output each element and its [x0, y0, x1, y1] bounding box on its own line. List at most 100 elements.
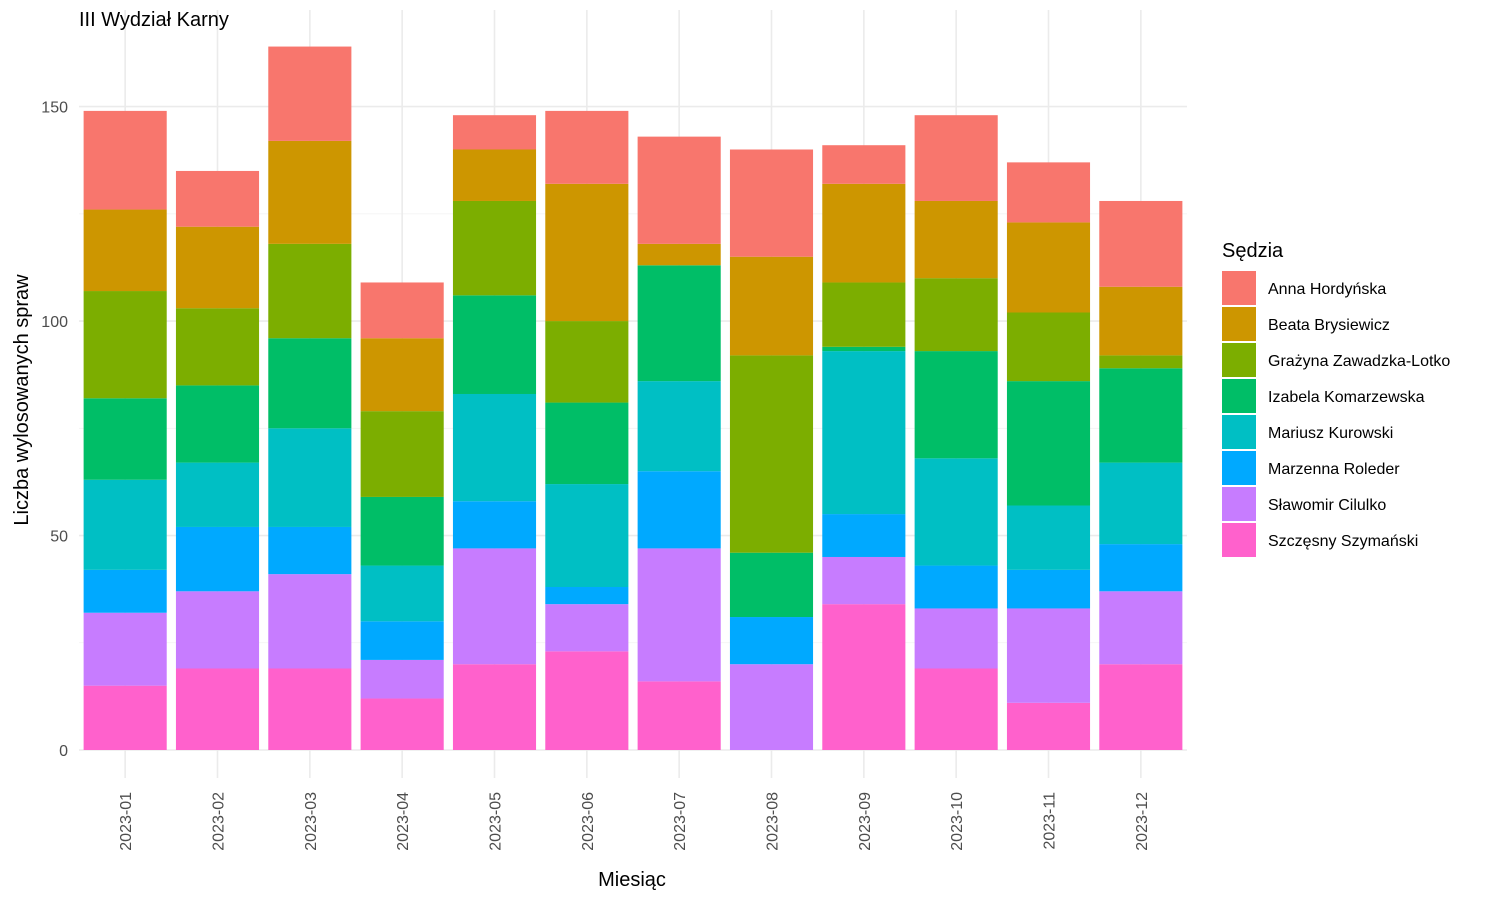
bar-segment: [360, 659, 444, 699]
bar-segment: [822, 346, 906, 352]
x-tick-label: 2023-03: [303, 792, 320, 851]
bar-segment: [452, 548, 537, 665]
bar-segment: [175, 526, 260, 592]
bar-segment: [1099, 200, 1183, 287]
bar-segment: [729, 149, 814, 257]
bar-segment: [1099, 462, 1183, 545]
bar-segment: [914, 278, 998, 352]
bar-segment: [83, 291, 167, 399]
x-tick-label: 2023-08: [765, 792, 782, 851]
x-tick-label: 2023-02: [211, 792, 228, 851]
bar-segment: [914, 200, 998, 279]
legend-label: Anna Hordyńska: [1268, 281, 1386, 298]
bar-segment: [637, 548, 721, 682]
y-tick-label: 150: [41, 100, 68, 117]
bar-segment: [1006, 381, 1091, 506]
bar-segment: [1099, 544, 1183, 592]
legend-key: [1222, 415, 1256, 449]
bar-segment: [360, 411, 444, 497]
bar-segment: [175, 308, 260, 386]
legend-key: [1222, 523, 1256, 557]
bar-segment: [83, 110, 167, 210]
bar-segment: [637, 136, 721, 244]
bar-segment: [545, 110, 629, 184]
legend-title: Sędzia: [1222, 240, 1284, 262]
bar-segment: [452, 149, 537, 201]
bar-segment: [83, 479, 167, 570]
legend-key: [1222, 451, 1256, 485]
y-axis-label: Liczba wylosowanych spraw: [11, 274, 33, 526]
bar-segment: [268, 243, 352, 339]
bar-segment: [637, 381, 721, 472]
bar-segment: [83, 612, 167, 686]
legend-label: Beata Brysiewicz: [1268, 317, 1390, 334]
bar-segment: [83, 398, 167, 480]
x-tick-label: 2023-01: [118, 792, 135, 851]
bar-segment: [452, 295, 537, 394]
x-tick-label: 2023-11: [1042, 792, 1059, 850]
bar-segment: [452, 501, 537, 549]
bar-segment: [268, 526, 352, 575]
bar-segment: [545, 402, 629, 485]
bar-segment: [822, 282, 906, 347]
bar-segment: [360, 698, 444, 750]
bar-segment: [83, 569, 167, 613]
bar-segment: [637, 243, 721, 266]
x-tick-label: 2023-09: [857, 792, 874, 851]
bar-segment: [360, 621, 444, 660]
legend-label: Szczęsny Szymański: [1268, 533, 1418, 550]
bar-segment: [452, 664, 537, 750]
legend-key: [1222, 307, 1256, 341]
bar-segment: [175, 668, 260, 750]
bar-segment: [268, 46, 352, 141]
bar-segment: [1006, 312, 1091, 382]
bar-segment: [822, 145, 906, 184]
x-tick-label: 2023-04: [395, 792, 412, 851]
bar-segment: [360, 338, 444, 412]
bar-segment: [175, 462, 260, 527]
bar-segment: [1006, 162, 1091, 223]
bar-segment: [1006, 222, 1091, 313]
bars: [83, 46, 1183, 750]
x-tick-label: 2023-10: [949, 792, 966, 851]
bar-segment: [822, 183, 906, 283]
bar-segment: [545, 604, 629, 652]
bar-segment: [729, 617, 814, 665]
y-tick-label: 50: [50, 529, 68, 546]
y-tick-label: 0: [59, 743, 68, 760]
bar-segment: [360, 496, 444, 566]
y-tick-label: 100: [41, 314, 68, 331]
bar-segment: [1006, 702, 1091, 750]
chart-title: III Wydział Karny: [79, 9, 229, 31]
bar-segment: [914, 458, 998, 566]
bar-segment: [268, 668, 352, 750]
x-tick-label: 2023-06: [580, 792, 597, 851]
y-axis-ticks: 0 50 100 150: [41, 100, 68, 760]
bar-segment: [268, 428, 352, 527]
legend-label: Marzenna Roleder: [1268, 461, 1400, 478]
x-tick-label: 2023-12: [1134, 792, 1151, 851]
bar-segment: [268, 140, 352, 244]
bar-segment: [83, 685, 167, 750]
bar-segment: [1006, 608, 1091, 703]
bar-segment: [1006, 569, 1091, 609]
bar-segment: [175, 226, 260, 309]
bar-segment: [1099, 591, 1183, 665]
bar-segment: [268, 574, 352, 669]
bar-segment: [545, 484, 629, 588]
bar-segment: [1099, 355, 1183, 369]
bar-segment: [729, 552, 814, 618]
bar-segment: [452, 200, 537, 296]
legend-label: Mariusz Kurowski: [1268, 425, 1393, 442]
x-axis-ticks: 2023-01 2023-02 2023-03 2023-04 2023-05 2023-…: [118, 792, 1151, 851]
bar-segment: [914, 608, 998, 669]
legend: Sędzia Anna Hordyńska Beata Brysiewicz Gra…: [1222, 240, 1450, 557]
bar-segment: [175, 385, 260, 463]
legend-label: Grażyna Zawadzka-Lotko: [1268, 353, 1450, 370]
bar-segment: [545, 587, 629, 605]
bar-segment: [83, 209, 167, 292]
bar-segment: [729, 256, 814, 356]
bar-segment: [360, 282, 444, 339]
bar-segment: [729, 664, 814, 750]
